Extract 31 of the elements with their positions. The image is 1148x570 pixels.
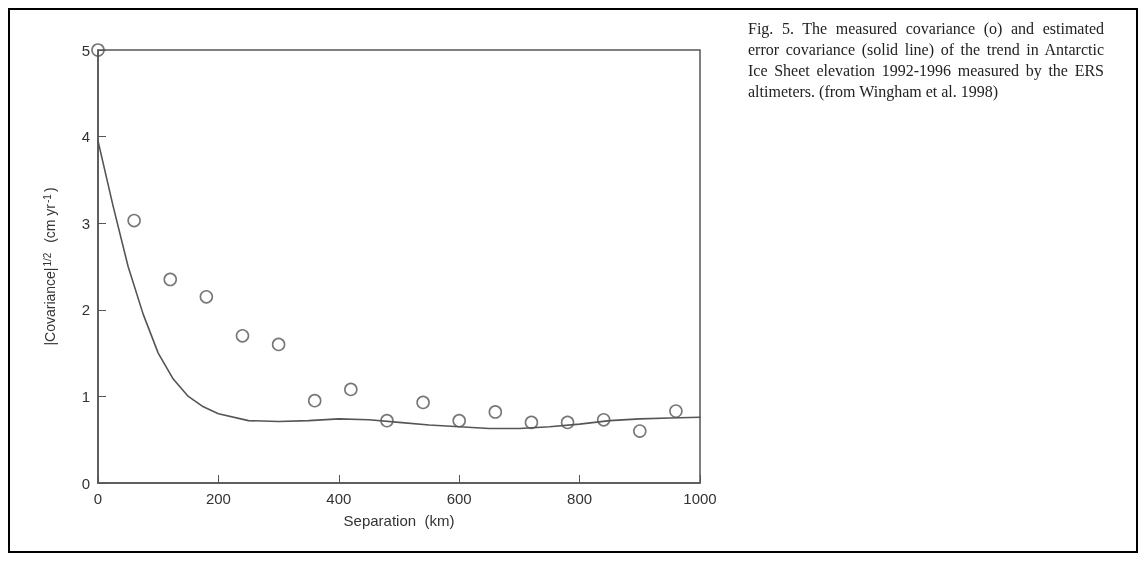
point xyxy=(596,412,611,427)
x-tick-label: 800 xyxy=(567,490,593,507)
caption: Fig. 5. The measured covariance (o) and estimated error covariance (solid line) of the trend in Antarctic Ice Sheet elevation 1992-1996 measured by the ERS altimeters. (from Wingham et al. 1998) xyxy=(748,19,1104,102)
y-tick-label: 5 xyxy=(81,41,90,59)
point xyxy=(163,272,178,287)
point xyxy=(271,337,286,352)
y-axis-title: |Covariance|1/2 (cm yr-1) xyxy=(41,187,58,346)
y-tick-label: 1 xyxy=(81,387,90,405)
x-tick-label: 0 xyxy=(93,490,103,507)
point xyxy=(524,415,539,430)
point xyxy=(452,413,466,428)
point xyxy=(307,393,322,408)
x-tick-label: 400 xyxy=(326,490,352,507)
x-axis-title: Separation (km) xyxy=(343,512,455,529)
point xyxy=(380,413,394,428)
y-tick-label: 3 xyxy=(81,214,90,232)
point xyxy=(235,328,250,343)
x-tick-label: 200 xyxy=(205,490,231,507)
point xyxy=(199,290,214,304)
point xyxy=(344,382,358,397)
x-tick-label: 600 xyxy=(446,490,472,507)
y-tick-label: 4 xyxy=(81,128,90,146)
x-tick-label: 1000 xyxy=(683,490,717,507)
y-tick-label: 0 xyxy=(81,474,90,492)
point xyxy=(416,395,430,410)
point xyxy=(488,405,503,419)
point xyxy=(633,424,647,438)
point xyxy=(669,404,683,418)
y-tick-label: 2 xyxy=(81,301,90,319)
point xyxy=(560,415,575,430)
point xyxy=(127,213,141,228)
